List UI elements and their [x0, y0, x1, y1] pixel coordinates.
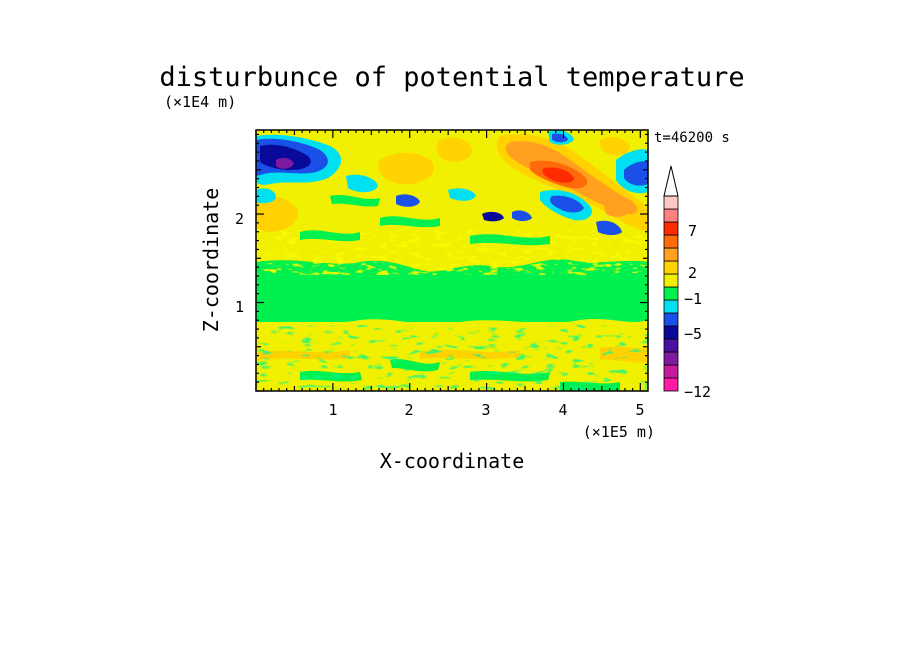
colorbar-swatch	[663, 273, 679, 288]
contour-field	[256, 130, 648, 391]
y-tick-label: 1	[235, 298, 244, 316]
blue-top-right	[624, 161, 648, 186]
blue-mid-1	[396, 194, 420, 207]
orange-right-top	[599, 137, 630, 156]
navy-upper-left	[260, 144, 311, 170]
x-tick-label: 2	[404, 401, 413, 419]
lower-texture	[256, 325, 648, 391]
colorbar-swatch	[663, 208, 679, 223]
colorbar-tick-label: 7	[688, 222, 697, 240]
orange-mid-2	[436, 137, 472, 162]
orange-left	[256, 196, 299, 232]
y-scale-label: (×1E4 m)	[164, 93, 236, 111]
colorbar-swatch	[663, 234, 679, 249]
colorbar-tick-label: 2	[688, 264, 697, 282]
time-label: t=46200 s	[654, 130, 730, 146]
upper-green-streaks	[300, 195, 550, 246]
colorbar-tick-label: −5	[684, 325, 702, 343]
colorbar	[663, 165, 679, 392]
colorbar-swatch	[663, 377, 679, 392]
cyan-left-2	[256, 188, 276, 204]
x-tick-label: 1	[328, 401, 337, 419]
purple-core-left	[276, 157, 294, 169]
orange-right-lower	[604, 204, 628, 217]
cyan-mid	[346, 174, 378, 193]
colorbar-swatch	[663, 247, 679, 262]
x-scale-label: (×1E5 m)	[583, 423, 655, 441]
blue-right-2	[596, 220, 622, 235]
x-tick-label: 5	[635, 401, 644, 419]
blue-right-1	[550, 195, 584, 213]
plot-frame	[255, 129, 649, 392]
y-axis-label: Z-coordinate	[199, 188, 223, 333]
colorbar-swatch	[663, 338, 679, 353]
colorbar-tick-label: −1	[684, 290, 702, 308]
x-tick-label: 4	[558, 401, 567, 419]
colorbar-tick-label: −12	[684, 383, 711, 401]
colorbar-swatch	[663, 260, 679, 275]
x-axis-label: X-coordinate	[380, 449, 525, 473]
cyan-mid-2	[448, 188, 476, 201]
colorbar-swatch	[663, 312, 679, 327]
colorbar-swatch	[663, 325, 679, 340]
colorbar-swatch	[663, 364, 679, 379]
blue-mid-3	[512, 210, 532, 221]
colorbar-swatch	[663, 351, 679, 366]
y-tick-label: 2	[235, 210, 244, 228]
colorbar-swatch	[663, 286, 679, 301]
orange-mid-1	[378, 152, 434, 185]
red-core-inner	[542, 167, 574, 183]
blue-mid-2	[482, 211, 504, 222]
colorbar-swatch	[663, 221, 679, 236]
axis-ticks	[255, 130, 648, 392]
colorbar-extend-arrow	[663, 165, 679, 197]
colorbar-swatch	[663, 195, 679, 210]
chart-title: disturbunce of potential temperature	[159, 62, 744, 93]
colorbar-swatch	[663, 299, 679, 314]
x-tick-label: 3	[481, 401, 490, 419]
